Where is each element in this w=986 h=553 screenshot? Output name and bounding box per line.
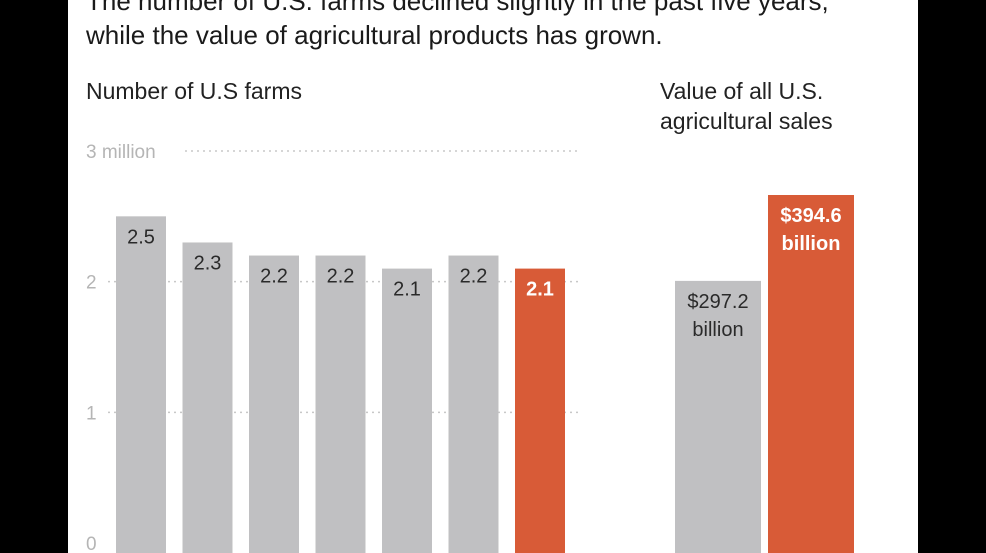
farms-bar <box>448 255 499 553</box>
y-tick-label: 3 million <box>86 142 156 163</box>
farms-bar-label: 2.1 <box>393 279 421 301</box>
sales-bar-label: $297.2 <box>687 291 748 313</box>
y-tick-label: 0 <box>86 534 97 553</box>
y-tick-label: 2 <box>86 273 97 294</box>
farms-bar <box>249 255 299 553</box>
farms-bar-label: 2.2 <box>327 266 355 288</box>
charts-svg: 0 1 2 3 million 2.5 2.3 2.2 2.2 2.1 2.2 2.1 $297.2 b… <box>86 142 854 553</box>
farms-bar-label: 2.5 <box>127 226 155 248</box>
farms-chart-title: Number of U.S farms <box>86 78 302 104</box>
headline: The number of U.S. farms declined slight… <box>86 0 829 50</box>
sales-bar-label: billion <box>782 233 841 255</box>
farms-bar-label: 2.2 <box>460 266 488 288</box>
farms-bar <box>182 242 233 553</box>
farms-bar <box>382 268 432 553</box>
y-tick-label: 1 <box>86 403 97 424</box>
sales-bar-label: $394.6 <box>780 205 841 227</box>
farms-bar-label: 2.1 <box>526 279 554 301</box>
chart-panel: The number of U.S. farms declined slight… <box>68 0 918 553</box>
sales-bar <box>675 280 761 553</box>
farms-bar-label: 2.3 <box>194 252 222 274</box>
sales-chart-title: Value of all U.S. agricultural sales <box>660 78 833 134</box>
farms-bar <box>116 216 166 553</box>
farms-bar-highlight <box>515 268 565 553</box>
sales-bar-label: billion <box>692 319 743 341</box>
farms-bar-label: 2.2 <box>260 266 288 288</box>
farms-bar <box>315 255 366 553</box>
sales-bar-highlight <box>768 195 854 553</box>
